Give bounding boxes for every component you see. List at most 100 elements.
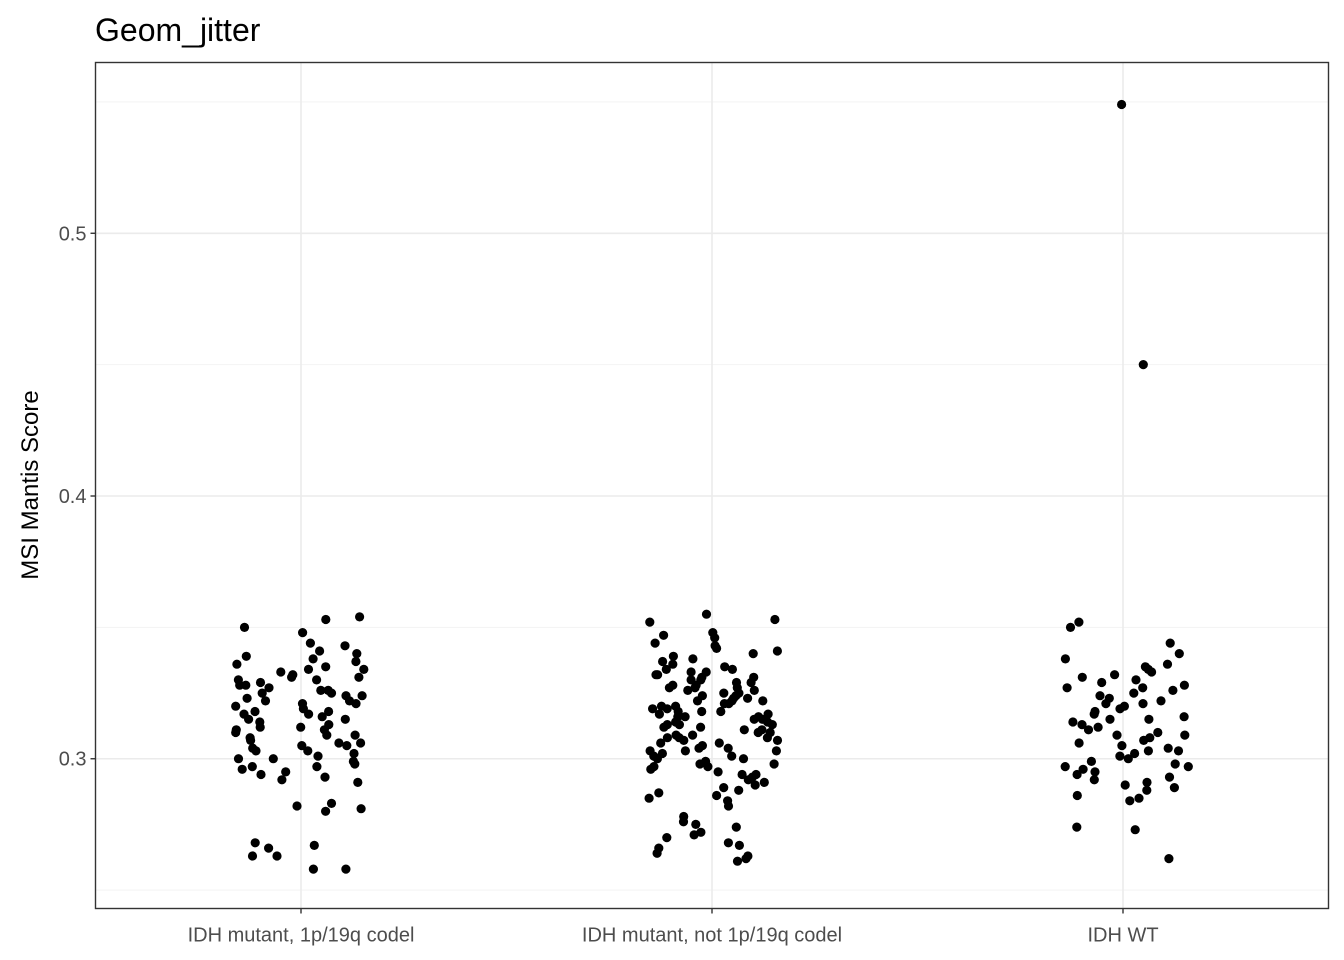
data-point bbox=[769, 759, 779, 769]
data-point bbox=[355, 612, 365, 622]
data-point bbox=[255, 677, 266, 688]
data-point bbox=[231, 701, 241, 711]
data-point bbox=[1134, 793, 1144, 803]
data-point bbox=[654, 788, 664, 798]
chart-title: Geom_jitter bbox=[95, 12, 261, 48]
data-point bbox=[1164, 854, 1174, 864]
data-point bbox=[303, 664, 314, 675]
data-point bbox=[1142, 785, 1152, 795]
data-point bbox=[661, 664, 671, 675]
data-point bbox=[703, 762, 713, 772]
data-point bbox=[308, 864, 318, 874]
data-point bbox=[312, 762, 322, 772]
data-point bbox=[324, 706, 334, 717]
data-point bbox=[242, 693, 252, 703]
data-point bbox=[1077, 672, 1087, 682]
data-point bbox=[1143, 746, 1153, 756]
data-point bbox=[357, 691, 367, 701]
data-point bbox=[1101, 699, 1111, 709]
data-point bbox=[350, 759, 360, 769]
data-point bbox=[668, 659, 678, 669]
data-point bbox=[762, 733, 773, 743]
data-point bbox=[1074, 738, 1084, 748]
data-point bbox=[1169, 783, 1179, 793]
data-point bbox=[749, 714, 759, 724]
data-point bbox=[272, 851, 282, 861]
data-point bbox=[1125, 796, 1135, 806]
data-point bbox=[255, 722, 265, 732]
data-point bbox=[719, 783, 729, 793]
data-point bbox=[649, 751, 659, 761]
data-point bbox=[1180, 730, 1190, 740]
data-point bbox=[662, 720, 672, 730]
data-point bbox=[1123, 754, 1133, 764]
data-point bbox=[341, 691, 351, 701]
data-point bbox=[686, 667, 696, 677]
data-point bbox=[340, 641, 350, 651]
data-point bbox=[247, 762, 257, 772]
data-point bbox=[743, 693, 753, 703]
data-point bbox=[650, 638, 660, 648]
data-point bbox=[673, 706, 683, 717]
data-point bbox=[1089, 775, 1099, 785]
data-point bbox=[654, 709, 665, 719]
data-point bbox=[246, 735, 256, 746]
data-point bbox=[737, 769, 747, 780]
data-point bbox=[652, 848, 662, 858]
data-point bbox=[1131, 675, 1141, 685]
data-point bbox=[297, 741, 307, 751]
data-point bbox=[1090, 767, 1100, 777]
data-point bbox=[264, 843, 274, 853]
data-point bbox=[683, 685, 693, 696]
data-point bbox=[326, 688, 337, 698]
data-point bbox=[315, 646, 325, 656]
data-point bbox=[1117, 99, 1127, 110]
data-point bbox=[1077, 720, 1087, 730]
data-point bbox=[297, 699, 308, 709]
data-point bbox=[649, 762, 659, 772]
x-tick-label: IDH mutant, not 1p/19q codel bbox=[582, 925, 842, 947]
data-point bbox=[1089, 709, 1099, 719]
data-point bbox=[701, 609, 712, 619]
data-point bbox=[678, 817, 689, 827]
data-point bbox=[719, 699, 730, 709]
data-point bbox=[771, 746, 782, 756]
data-point bbox=[1138, 360, 1148, 370]
data-point bbox=[351, 699, 361, 709]
data-point bbox=[659, 630, 669, 640]
data-point bbox=[716, 706, 726, 717]
data-point bbox=[1095, 691, 1105, 701]
data-point bbox=[648, 704, 658, 714]
data-point bbox=[1139, 735, 1149, 746]
data-point bbox=[695, 759, 705, 769]
data-point bbox=[1130, 748, 1140, 759]
data-point bbox=[1097, 677, 1107, 688]
data-point bbox=[341, 864, 351, 874]
data-point bbox=[750, 780, 760, 790]
data-point bbox=[644, 793, 654, 803]
data-point bbox=[334, 738, 344, 748]
data-point bbox=[713, 767, 723, 777]
data-point bbox=[287, 672, 297, 682]
data-point bbox=[746, 677, 756, 688]
data-point bbox=[1062, 683, 1072, 693]
y-tick-label: 0.5 bbox=[59, 223, 87, 245]
data-point bbox=[1115, 704, 1125, 714]
data-point bbox=[1117, 741, 1127, 751]
data-point bbox=[668, 651, 679, 661]
data-point bbox=[656, 738, 666, 748]
data-point bbox=[1138, 699, 1148, 709]
data-point bbox=[1120, 780, 1130, 790]
data-point bbox=[354, 672, 364, 682]
data-point bbox=[305, 638, 315, 648]
data-point bbox=[679, 735, 689, 746]
data-point bbox=[1129, 688, 1139, 698]
data-point bbox=[1065, 622, 1076, 633]
data-point bbox=[1174, 649, 1184, 659]
x-tick-label: IDH mutant, 1p/19q codel bbox=[188, 925, 415, 947]
data-point bbox=[351, 656, 361, 667]
data-point bbox=[1170, 759, 1180, 769]
data-point bbox=[326, 798, 337, 809]
data-points bbox=[231, 99, 1193, 874]
